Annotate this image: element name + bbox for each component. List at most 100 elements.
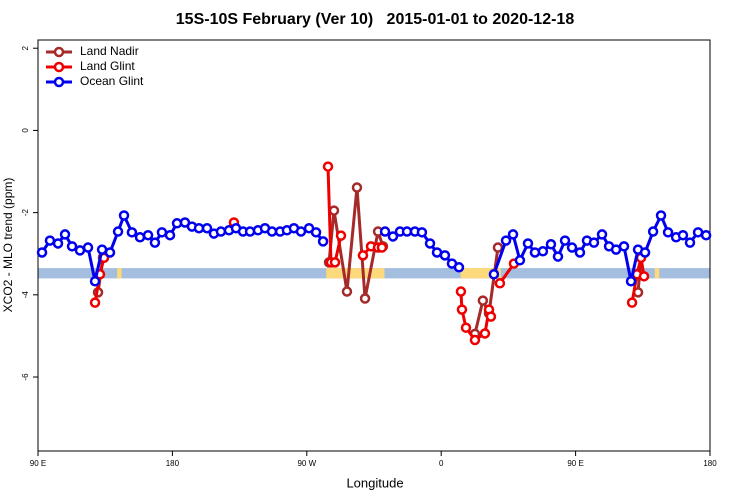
data-point [625, 276, 637, 287]
x-tick-label: 90 E [567, 459, 583, 468]
data-point [266, 226, 278, 237]
data-point [618, 241, 630, 252]
data-point [164, 229, 176, 241]
data-point [655, 210, 667, 221]
data-point [59, 229, 71, 240]
legend-label: Land Nadir [80, 44, 139, 58]
y-tick-label: -4 [21, 291, 30, 299]
data-point [596, 229, 608, 240]
data-point [376, 242, 388, 253]
data-point [215, 226, 227, 237]
land-band [117, 268, 122, 279]
data-point [477, 295, 489, 306]
data-point [514, 255, 526, 266]
data-point [416, 227, 428, 238]
chart-title: 15S-10S February (Ver 10) 2015-01-01 to … [176, 11, 575, 28]
data-point [566, 242, 578, 253]
y-tick-label: 2 [21, 45, 30, 50]
data-point [507, 229, 519, 240]
data-point [684, 237, 696, 248]
data-point [359, 293, 371, 304]
y-axis-label: XCO2 - MLO trend (ppm) [1, 178, 15, 313]
data-point [588, 237, 600, 248]
data-point [329, 257, 341, 268]
data-point [460, 322, 472, 333]
y-tick-label: -6 [21, 373, 30, 381]
legend-marker [53, 76, 65, 88]
data-point [529, 247, 541, 258]
y-tick-label: -2 [21, 209, 30, 217]
data-point [244, 226, 256, 237]
data-point [379, 226, 391, 237]
data-point [104, 247, 116, 258]
x-tick-label: 90 E [30, 459, 46, 468]
data-point [522, 238, 534, 249]
y-tick-label: 0 [21, 128, 30, 133]
data-point [537, 246, 549, 257]
data-point [310, 227, 322, 238]
x-tick-label: 180 [166, 459, 180, 468]
data-point [357, 250, 369, 261]
data-point [439, 250, 451, 261]
data-point [322, 161, 334, 172]
data-point [488, 269, 500, 280]
series-line [630, 256, 646, 303]
data-point [351, 182, 363, 193]
data-point [89, 297, 101, 308]
data-point [149, 237, 161, 248]
data-point [112, 226, 124, 237]
data-point [341, 286, 353, 297]
legend-label: Land Glint [80, 59, 135, 73]
data-point [44, 235, 56, 246]
x-tick-label: 90 W [297, 459, 316, 468]
data-point [82, 242, 94, 253]
data-point [647, 226, 659, 237]
data-point [700, 229, 712, 241]
data-point [453, 262, 465, 273]
data-point [455, 286, 467, 297]
land-band [460, 268, 501, 279]
data-point [134, 232, 146, 243]
legend-marker [53, 46, 65, 58]
data-point [52, 238, 64, 249]
data-point [574, 247, 586, 258]
x-tick-label: 180 [703, 459, 717, 468]
data-point [328, 205, 340, 216]
land-band [654, 268, 660, 279]
data-point [317, 236, 329, 247]
data-point [118, 210, 130, 221]
data-point [456, 304, 468, 315]
legend-label: Ocean Glint [80, 74, 144, 88]
data-point [387, 231, 399, 242]
data-point [295, 226, 307, 237]
data-point [494, 278, 506, 289]
data-point [662, 227, 674, 238]
data-point [692, 227, 704, 238]
data-point [142, 229, 154, 241]
x-axis-label: Longitude [346, 475, 403, 490]
data-point [492, 242, 504, 253]
data-point [126, 227, 138, 238]
data-point [74, 245, 86, 256]
data-point [89, 276, 101, 287]
data-point [193, 222, 205, 234]
data-point [677, 229, 689, 241]
data-point [335, 230, 347, 241]
data-point [36, 247, 48, 258]
data-point [500, 235, 512, 246]
data-point [626, 297, 638, 308]
land-band [326, 268, 385, 279]
x-tick-label: 0 [439, 459, 444, 468]
plot-frame [37, 39, 711, 452]
data-point [552, 251, 564, 262]
data-point [638, 271, 650, 282]
data-point [201, 222, 213, 234]
data-point [156, 227, 168, 238]
data-point [424, 238, 436, 249]
data-point [469, 334, 481, 346]
data-point [485, 311, 497, 322]
data-point [545, 239, 557, 250]
data-point [559, 235, 571, 246]
data-point [639, 247, 651, 258]
